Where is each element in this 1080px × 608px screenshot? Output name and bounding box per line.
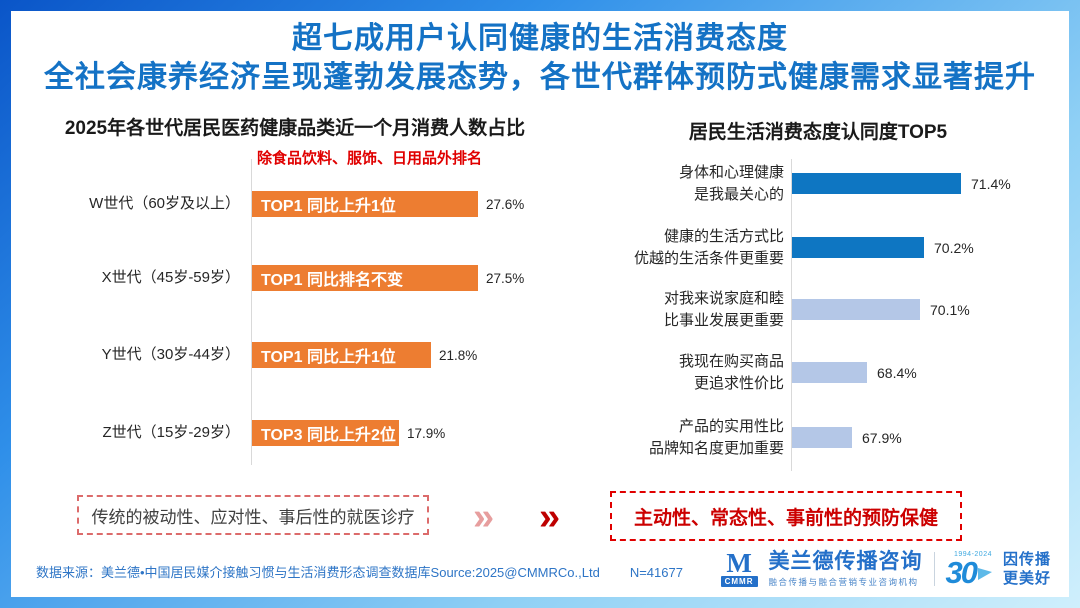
bar-z-generation: TOP3 同比上升2位 <box>252 420 399 446</box>
brand-tagline: 融合传播与融合营销专业咨询机构 <box>768 577 919 587</box>
slogan-line1: 因传播 <box>1002 551 1051 568</box>
wing-icon <box>977 565 992 580</box>
bar-label: TOP1 同比上升1位 <box>261 349 396 366</box>
right-chart-category: 我现在购买商品 更追求性价比 <box>554 351 784 395</box>
bar-value: 68.4% <box>877 364 917 381</box>
bar-value: 71.4% <box>971 175 1011 192</box>
right-chart-category: 身体和心理健康 是我最关心的 <box>554 162 784 206</box>
transition-to-text: 主动性、常态性、事前性的预防保健 <box>633 507 938 529</box>
right-chart-bar-row: 70.2% <box>792 237 974 258</box>
transition-from-box: 传统的被动性、应对性、事后性的就医诊疗 <box>77 495 429 535</box>
right-chart-title: 居民生活消费态度认同度TOP5 <box>688 122 948 143</box>
category-line: 是我最关心的 <box>693 186 784 203</box>
left-chart-bar-row: TOP1 同比上升1位 27.6% <box>252 191 524 217</box>
bar-label: TOP3 同比上升2位 <box>261 427 396 444</box>
category-line: 品牌知名度更加重要 <box>648 440 784 457</box>
category-line: 身体和心理健康 <box>678 164 784 181</box>
left-chart-category: Z世代（15岁-29岁） <box>102 424 240 441</box>
right-chart-bar-row: 67.9% <box>792 427 902 448</box>
slogan-line2: 更美好 <box>1002 570 1051 587</box>
bar-x-generation: TOP1 同比排名不变 <box>252 265 478 291</box>
bar-health-top3 <box>792 299 920 320</box>
bar-health-top5 <box>792 427 852 448</box>
bar-value: 67.9% <box>862 429 902 446</box>
right-chart-axis <box>791 159 792 471</box>
category-line: 优越的生活条件更重要 <box>633 250 784 267</box>
bar-value: 17.9% <box>407 425 446 441</box>
bar-health-top2 <box>792 237 924 258</box>
right-chart-bar-row: 71.4% <box>792 173 1011 194</box>
cmmr-logo: M CMMR <box>720 548 758 587</box>
anniversary-years: 1994-2024 <box>954 550 992 558</box>
category-line: 产品的实用性比 <box>678 418 784 435</box>
category-line: 健康的生活方式比 <box>663 228 784 245</box>
bar-value: 27.6% <box>486 196 525 212</box>
bar-value: 70.2% <box>934 239 974 256</box>
bar-value: 27.5% <box>486 270 525 286</box>
left-chart-category: Y世代（30岁-44岁） <box>101 346 240 363</box>
double-chevron-icon: » <box>539 496 561 538</box>
data-source-note: 数据来源：美兰德•中国居民媒介接触习惯与生活消费形态调查数据库Source:20… <box>36 562 683 581</box>
bar-w-generation: TOP1 同比上升1位 <box>252 191 478 217</box>
bar-y-generation: TOP1 同比上升1位 <box>252 342 431 368</box>
logo-divider <box>933 552 935 586</box>
category-line: 更追求性价比 <box>693 375 784 392</box>
left-chart-axis <box>251 159 252 465</box>
left-chart-title: 2025年各世代居民医药健康品类近一个月消费人数占比 <box>64 118 526 139</box>
right-chart-category: 产品的实用性比 品牌知名度更加重要 <box>554 416 784 460</box>
anniversary-number: 30 <box>945 554 979 590</box>
transition-from-text: 传统的被动性、应对性、事后性的就医诊疗 <box>91 507 415 527</box>
bar-label: TOP1 同比排名不变 <box>261 272 403 289</box>
left-chart-category: W世代（60岁及以上） <box>89 195 240 212</box>
right-chart-bar-row: 70.1% <box>792 299 970 320</box>
bar-value: 21.8% <box>439 347 478 363</box>
transition-to-box: 主动性、常态性、事前性的预防保健 <box>610 491 962 541</box>
slide-title-line1: 超七成用户认同健康的生活消费态度 <box>292 22 788 55</box>
footer-logos: M CMMR 美兰德传播咨询 融合传播与融合营销专业咨询机构 1994-2024… <box>720 543 1051 595</box>
left-chart-category: X世代（45岁-59岁） <box>101 269 240 286</box>
anniversary-logo: 1994-2024 30 <box>946 551 992 588</box>
bar-label: TOP1 同比上升1位 <box>261 198 396 215</box>
anniversary-number-row: 30 <box>945 554 992 590</box>
cmmr-abbr-badge: CMMR <box>720 576 758 587</box>
bar-health-top4 <box>792 362 867 383</box>
brand-wordmark: 美兰德传播咨询 融合传播与融合营销专业咨询机构 <box>769 550 923 588</box>
category-line: 比事业发展更重要 <box>663 312 784 329</box>
brand-slogan: 因传播 更美好 <box>1003 550 1051 588</box>
category-line: 我现在购买商品 <box>678 353 784 370</box>
left-chart-bar-row: TOP3 同比上升2位 17.9% <box>252 420 445 446</box>
sample-size: N=41677 <box>629 565 683 580</box>
right-chart-category: 对我来说家庭和睦 比事业发展更重要 <box>554 288 784 332</box>
slide-title-line2: 全社会康养经济呈现蓬勃发展态势，各世代群体预防式健康需求显著提升 <box>44 61 1036 94</box>
cmmr-m-mark-icon: M <box>726 548 752 578</box>
right-chart-category: 健康的生活方式比 优越的生活条件更重要 <box>554 226 784 270</box>
left-chart-subtitle: 除食品饮料、服饰、日用品外排名 <box>257 150 483 167</box>
slide-canvas: 超七成用户认同健康的生活消费态度 全社会康养经济呈现蓬勃发展态势，各世代群体预防… <box>11 11 1069 597</box>
left-chart-bar-row: TOP1 同比排名不变 27.5% <box>252 265 524 291</box>
data-source-text: 数据来源：美兰德•中国居民媒介接触习惯与生活消费形态调查数据库Source:20… <box>36 565 600 580</box>
brand-name: 美兰德传播咨询 <box>768 550 923 573</box>
right-chart-bar-row: 68.4% <box>792 362 917 383</box>
double-chevron-icon: » <box>473 496 495 538</box>
left-chart-bar-row: TOP1 同比上升1位 21.8% <box>252 342 477 368</box>
slide-title: 超七成用户认同健康的生活消费态度 全社会康养经济呈现蓬勃发展态势，各世代群体预防… <box>11 19 1069 97</box>
bar-value: 70.1% <box>930 301 970 318</box>
bar-health-top1 <box>792 173 961 194</box>
category-line: 对我来说家庭和睦 <box>663 290 784 307</box>
